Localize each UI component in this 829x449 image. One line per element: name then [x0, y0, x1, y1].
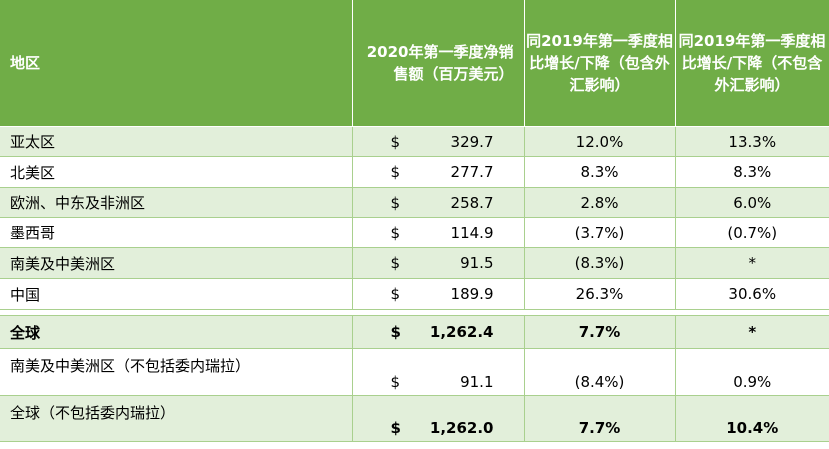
total-excl-venezuela-row: 全球（不包括委内瑞拉） $1,262.0 7.7% 10.4% [0, 395, 829, 442]
amount-cell: $329.7 [352, 126, 525, 157]
growth-excl-fx-cell: 30.6% [675, 278, 829, 310]
amount-value: 91.5 [460, 254, 494, 272]
table-row: 欧洲、中东及非洲区 $258.7 2.8% 6.0% [0, 187, 829, 218]
amount-cell: $91.5 [352, 247, 525, 279]
amount-cell: $277.7 [352, 156, 525, 188]
amount-cell: $1,262.0 [352, 395, 525, 442]
table-row: 南美及中美洲区 $91.5 (8.3%) * [0, 247, 829, 279]
currency-symbol: $ [390, 285, 401, 303]
region-cell: 墨西哥 [0, 217, 353, 248]
region-cell: 北美区 [0, 156, 353, 188]
amount-value: 258.7 [450, 193, 494, 212]
amount-value: 114.9 [450, 223, 494, 242]
table-row: 中国 $189.9 26.3% 30.6% [0, 278, 829, 310]
region-cell: 全球 [0, 315, 353, 349]
currency-symbol: $ [390, 163, 401, 181]
currency-symbol: $ [390, 132, 401, 151]
amount-value: 1,262.4 [429, 323, 494, 341]
growth-excl-fx-cell: 8.3% [675, 156, 829, 188]
growth-incl-fx-cell: (8.3%) [524, 247, 676, 279]
growth-excl-fx-cell: * [675, 315, 829, 349]
table-row: 亚太区 $329.7 12.0% 13.3% [0, 126, 829, 157]
growth-incl-fx-cell: 7.7% [524, 315, 676, 349]
total-row: 全球 $1,262.4 7.7% * [0, 315, 829, 349]
header-growth-incl-fx: 同2019年第一季度相比增长/下降（包含外汇影响） [524, 0, 676, 127]
amount-value: 1,262.0 [429, 419, 494, 437]
growth-incl-fx-cell: (8.4%) [524, 348, 676, 396]
region-cell: 亚太区 [0, 126, 353, 157]
growth-incl-fx-cell: 26.3% [524, 278, 676, 310]
growth-excl-fx-cell: 6.0% [675, 187, 829, 218]
spacer-row [0, 309, 829, 316]
growth-incl-fx-cell: (3.7%) [524, 217, 676, 248]
currency-symbol: $ [390, 419, 401, 437]
amount-cell: $189.9 [352, 278, 525, 310]
region-cell: 欧洲、中东及非洲区 [0, 187, 353, 218]
table-row: 墨西哥 $114.9 (3.7%) (0.7%) [0, 217, 829, 248]
header-region: 地区 [0, 0, 353, 127]
table-row: 北美区 $277.7 8.3% 8.3% [0, 156, 829, 188]
currency-symbol: $ [390, 254, 401, 272]
region-cell: 全球（不包括委内瑞拉） [0, 395, 353, 442]
growth-excl-fx-cell: * [675, 247, 829, 279]
growth-excl-fx-cell: 10.4% [675, 395, 829, 442]
header-row: 地区 2020年第一季度净销售额（百万美元） 同2019年第一季度相比增长/下降… [0, 0, 829, 127]
region-cell: 南美及中美洲区 [0, 247, 353, 279]
growth-incl-fx-cell: 7.7% [524, 395, 676, 442]
amount-value: 91.1 [460, 373, 494, 391]
currency-symbol: $ [390, 373, 401, 391]
header-growth-excl-fx: 同2019年第一季度相比增长/下降（不包含外汇影响） [675, 0, 829, 127]
region-cell: 中国 [0, 278, 353, 310]
table-row: 南美及中美洲区（不包括委内瑞拉） $91.1 (8.4%) 0.9% [0, 348, 829, 396]
growth-incl-fx-cell: 2.8% [524, 187, 676, 218]
currency-symbol: $ [390, 193, 401, 212]
currency-symbol: $ [390, 323, 401, 341]
amount-cell: $1,262.4 [352, 315, 525, 349]
growth-excl-fx-cell: 13.3% [675, 126, 829, 157]
growth-excl-fx-cell: (0.7%) [675, 217, 829, 248]
amount-value: 329.7 [450, 132, 494, 151]
growth-incl-fx-cell: 12.0% [524, 126, 676, 157]
amount-cell: $91.1 [352, 348, 525, 396]
amount-value: 189.9 [450, 285, 494, 303]
amount-cell: $114.9 [352, 217, 525, 248]
amount-cell: $258.7 [352, 187, 525, 218]
amount-value: 277.7 [450, 163, 494, 181]
growth-excl-fx-cell: 0.9% [675, 348, 829, 396]
growth-incl-fx-cell: 8.3% [524, 156, 676, 188]
currency-symbol: $ [390, 223, 401, 242]
region-cell: 南美及中美洲区（不包括委内瑞拉） [0, 348, 353, 396]
header-sales: 2020年第一季度净销售额（百万美元） [352, 0, 525, 127]
